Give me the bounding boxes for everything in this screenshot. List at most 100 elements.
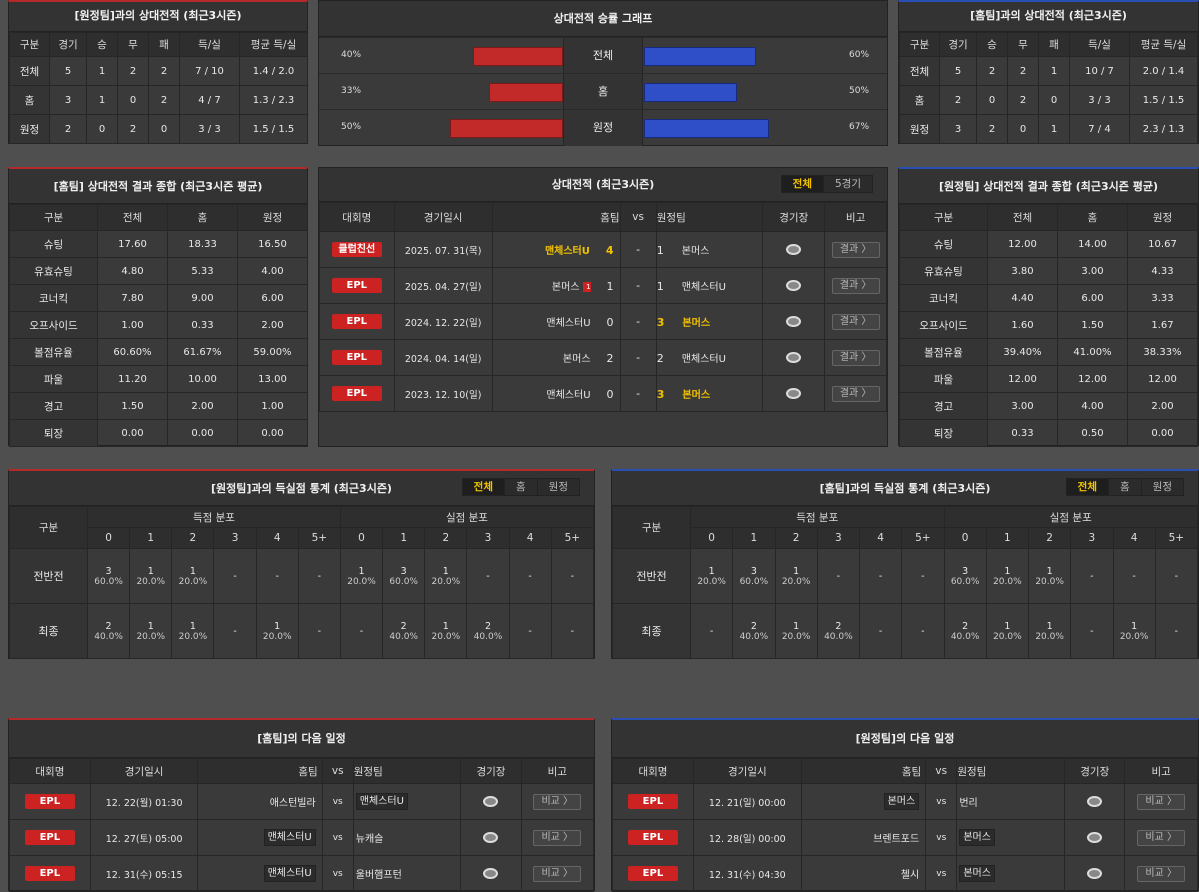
tab-원정[interactable]: 원정 — [536, 479, 579, 495]
goal-percent: 20.0% — [781, 576, 811, 587]
goal-percent: 20.0% — [993, 631, 1022, 642]
column-header: 전체 — [97, 204, 168, 231]
league-cell: EPL — [612, 819, 694, 856]
column-header: 승 — [976, 32, 1008, 57]
home-score: 0 — [606, 388, 614, 401]
stadium-icon[interactable] — [786, 243, 802, 255]
stadium-icon[interactable] — [1087, 831, 1103, 843]
stat-cell: 7.80 — [97, 284, 168, 312]
header-row: 구분 득점 분포 실점 분포 — [612, 506, 1198, 549]
goal-count: 1 — [274, 620, 281, 632]
home-team-name: 애스턴빌라 — [269, 798, 316, 809]
stadium-icon[interactable] — [483, 831, 499, 843]
goal-count-header: 5+ — [1154, 527, 1199, 549]
distribution-cell: 1 20.0% — [171, 548, 215, 604]
stat-cell: 9.00 — [167, 284, 238, 312]
stadium-icon[interactable] — [1087, 867, 1103, 879]
next-home-panel: [홈팀]의 다음 일정 대회명 경기일시 홈팀 vs 원정팀 경기장 비고 EPL 12. 22… — [8, 718, 595, 892]
header-row: 구분 전체 홈 원정 — [9, 204, 308, 231]
stat-cell: 1.50 — [97, 392, 168, 420]
stadium-icon[interactable] — [786, 387, 802, 399]
distribution-cell: - — [255, 548, 299, 604]
away-team-name: 본머스 — [959, 829, 995, 846]
goal-stats-away-title-text: [원정팀]과의 득실점 통계 (최근3시즌) — [211, 482, 392, 495]
distribution-cell: - — [550, 603, 595, 659]
score-dash: - — [619, 303, 657, 340]
compare-button[interactable]: 비교 〉 — [533, 865, 582, 882]
result-button[interactable]: 결과 〉 — [831, 385, 880, 402]
distribution-cell: 2 40.0% — [816, 603, 861, 659]
header-row: 대회명 경기일시 홈팀 vs 원정팀 경기장 비고 — [612, 758, 1198, 784]
home-team-cell: 맨체스터U — [197, 819, 323, 856]
compare-button[interactable]: 비교 〉 — [1137, 829, 1186, 846]
stat-cell: 1.4 / 2.0 — [239, 56, 308, 86]
h2h-matches-table: 대회명 경기일시 홈팀 vs 원정팀 경기장 비고 클럽친선 2025. 07. 31(목) 맨체… — [319, 202, 887, 412]
table-row: 볼점유율 39.40% 41.00% 38.33% — [899, 338, 1198, 366]
result-button[interactable]: 결과 〉 — [831, 241, 880, 258]
column-header-venue: 경기장 — [762, 202, 826, 232]
right-win-bar — [644, 119, 769, 138]
goal-count: - — [570, 625, 575, 637]
stadium-icon[interactable] — [483, 795, 499, 807]
stat-cell: 2 — [117, 56, 149, 86]
column-header-venue: 경기장 — [1064, 758, 1126, 784]
tab-홈[interactable]: 홈 — [1108, 479, 1141, 495]
tab-원정[interactable]: 원정 — [1140, 479, 1183, 495]
goal-count: 1 — [1131, 620, 1138, 632]
tab-전체[interactable]: 전체 — [462, 479, 504, 495]
stadium-icon[interactable] — [483, 867, 499, 879]
header-row: 0 1 2 3 4 5+ 0 1 2 3 4 5+ — [613, 527, 1199, 549]
compare-button[interactable]: 비교 〉 — [533, 793, 582, 810]
goal-count: - — [359, 625, 364, 637]
tab-전체[interactable]: 전체 — [781, 176, 823, 192]
goal-percent: 20.0% — [178, 576, 208, 587]
distribution-cell: - — [213, 603, 257, 659]
goal-count-header: 4 — [255, 527, 299, 549]
stadium-icon[interactable] — [786, 279, 802, 291]
away-team-cell: 3 본머스 — [655, 375, 764, 412]
column-header-home: 홈팀 — [800, 758, 927, 784]
graph-row-label: 전체 — [563, 38, 643, 74]
stat-cell: 2 — [117, 114, 149, 144]
stat-cell: 14.00 — [1057, 230, 1128, 258]
stat-cell: 2 — [1007, 56, 1039, 86]
goal-count-header: 4 — [1112, 527, 1156, 549]
goal-count: 1 — [1046, 620, 1053, 632]
result-button[interactable]: 결과 〉 — [831, 349, 880, 366]
stat-cell: 3.00 — [1057, 257, 1128, 285]
compare-button[interactable]: 비교 〉 — [533, 829, 582, 846]
distribution-cell: 1 20.0% — [774, 548, 818, 604]
goal-count: - — [317, 570, 322, 582]
goal-count-header: 0 — [86, 527, 131, 549]
tab-홈[interactable]: 홈 — [504, 479, 537, 495]
stadium-icon[interactable] — [1087, 795, 1103, 807]
stat-cell: 4.33 — [1127, 257, 1198, 285]
row-label: 전반전 — [9, 548, 88, 604]
league-badge: EPL — [24, 794, 75, 809]
column-header-note: 비고 — [824, 202, 887, 232]
row-label: 전반전 — [612, 548, 691, 604]
stat-cell: 3 / 3 — [1069, 85, 1130, 115]
venue-cell — [1064, 855, 1126, 892]
goal-count: - — [570, 570, 575, 582]
stadium-icon[interactable] — [786, 351, 802, 363]
league-badge: EPL — [627, 866, 678, 881]
goal-count: 1 — [1046, 565, 1053, 577]
stat-cell: 12.00 — [1127, 365, 1198, 393]
compare-button[interactable]: 비교 〉 — [1137, 865, 1186, 882]
away-team-cell: 본머스 — [956, 819, 1066, 856]
conceded-header: 실점 분포 — [943, 506, 1198, 528]
header-row: 구분 득점 분포 실점 분포 — [9, 506, 595, 549]
result-button[interactable]: 결과 〉 — [831, 277, 880, 294]
result-button[interactable]: 결과 〉 — [831, 313, 880, 330]
goal-count-header: 5+ — [297, 527, 341, 549]
compare-button[interactable]: 비교 〉 — [1137, 793, 1186, 810]
tab-전체[interactable]: 전체 — [1066, 479, 1108, 495]
home-team-cell: 맨체스터U 0 — [491, 303, 621, 340]
stadium-icon[interactable] — [786, 315, 802, 327]
stat-cell: 39.40% — [987, 338, 1058, 366]
league-badge: EPL — [627, 794, 678, 809]
tab-5경기[interactable]: 5경기 — [822, 176, 872, 192]
right-win-bar — [644, 83, 737, 102]
